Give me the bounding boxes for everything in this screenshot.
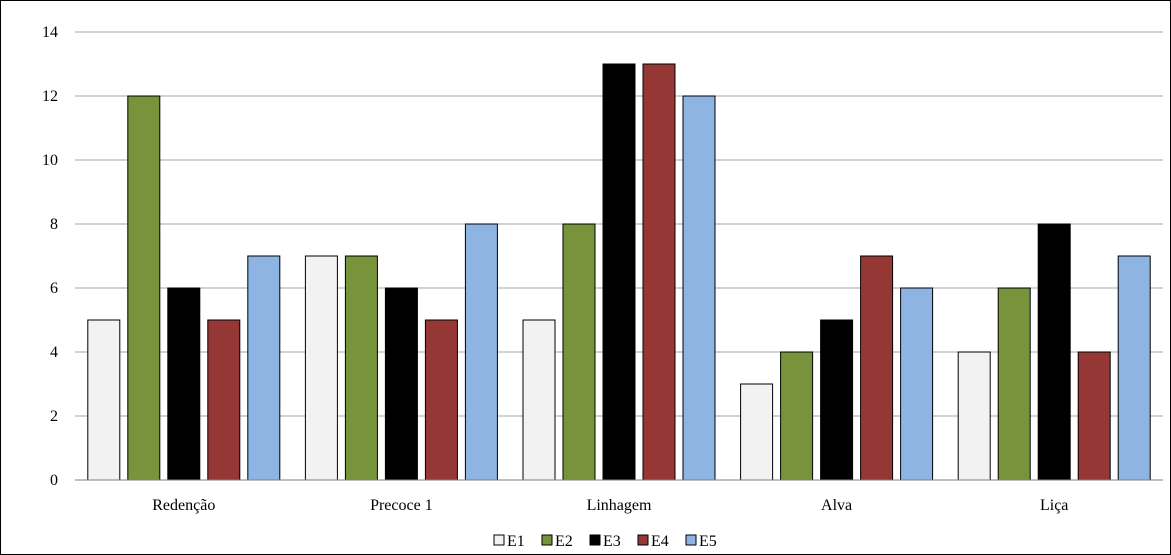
bar-e5-1 <box>464 223 498 481</box>
legend-label-e4: E4 <box>651 533 669 550</box>
x-category-label: Linhagem <box>587 497 652 514</box>
y-tick-label: 6 <box>50 280 58 297</box>
bar-e2-2 <box>562 223 596 481</box>
bar-e5-3 <box>900 287 934 481</box>
legend-swatch-e3 <box>589 534 601 546</box>
bar-e5-0 <box>247 255 281 481</box>
y-tick-label: 12 <box>42 88 58 105</box>
y-tick-label: 14 <box>42 24 58 41</box>
y-axis-ticks: 0 2 4 6 8 10 12 14 <box>42 24 58 489</box>
bar-e2-3 <box>780 351 814 481</box>
y-tick-label: 2 <box>50 408 58 425</box>
legend-swatch-e1 <box>493 534 505 546</box>
bar-e3-0 <box>167 287 201 481</box>
y-tick-label: 10 <box>42 152 58 169</box>
x-category-label: Alva <box>821 497 852 514</box>
legend-swatch-e4 <box>637 534 649 546</box>
x-category-label: Precoce 1 <box>370 497 433 514</box>
legend-label-e1: E1 <box>507 533 525 550</box>
bar-e1-4 <box>957 351 991 481</box>
x-category-label: Liça <box>1040 497 1068 514</box>
legend-swatch-e2 <box>541 534 553 546</box>
legend-swatch-e5 <box>685 534 697 546</box>
bar-e4-4 <box>1077 351 1111 481</box>
bar-e3-3 <box>820 319 854 481</box>
y-tick-label: 0 <box>50 472 58 489</box>
legend-label-e5: E5 <box>699 533 717 550</box>
y-tick-label: 4 <box>50 344 58 361</box>
bar-e5-4 <box>1117 255 1151 481</box>
bar-e5-2 <box>682 95 716 481</box>
x-axis-category-labels: Redenção Precoce 1 Linhagem Alva Liça <box>152 497 1068 514</box>
bar-e4-1 <box>424 319 458 481</box>
bar-e1-3 <box>740 383 774 481</box>
bars <box>87 63 1151 481</box>
bar-e1-2 <box>522 319 556 481</box>
bar-e3-4 <box>1037 223 1071 481</box>
bar-e2-1 <box>344 255 378 481</box>
bar-e3-1 <box>384 287 418 481</box>
bar-e4-0 <box>207 319 241 481</box>
bar-e3-2 <box>602 63 636 481</box>
bar-e4-3 <box>860 255 894 481</box>
y-tick-label: 8 <box>50 216 58 233</box>
bar-e4-2 <box>642 63 676 481</box>
bar-e1-1 <box>304 255 338 481</box>
bar-e2-4 <box>997 287 1031 481</box>
x-category-label: Redenção <box>152 497 215 514</box>
legend-label-e3: E3 <box>603 533 621 550</box>
bar-e2-0 <box>127 95 161 481</box>
legend-label-e2: E2 <box>555 533 573 550</box>
legend: E1 E2 E3 E4 E5 <box>493 533 717 550</box>
bar-e1-0 <box>87 319 121 481</box>
